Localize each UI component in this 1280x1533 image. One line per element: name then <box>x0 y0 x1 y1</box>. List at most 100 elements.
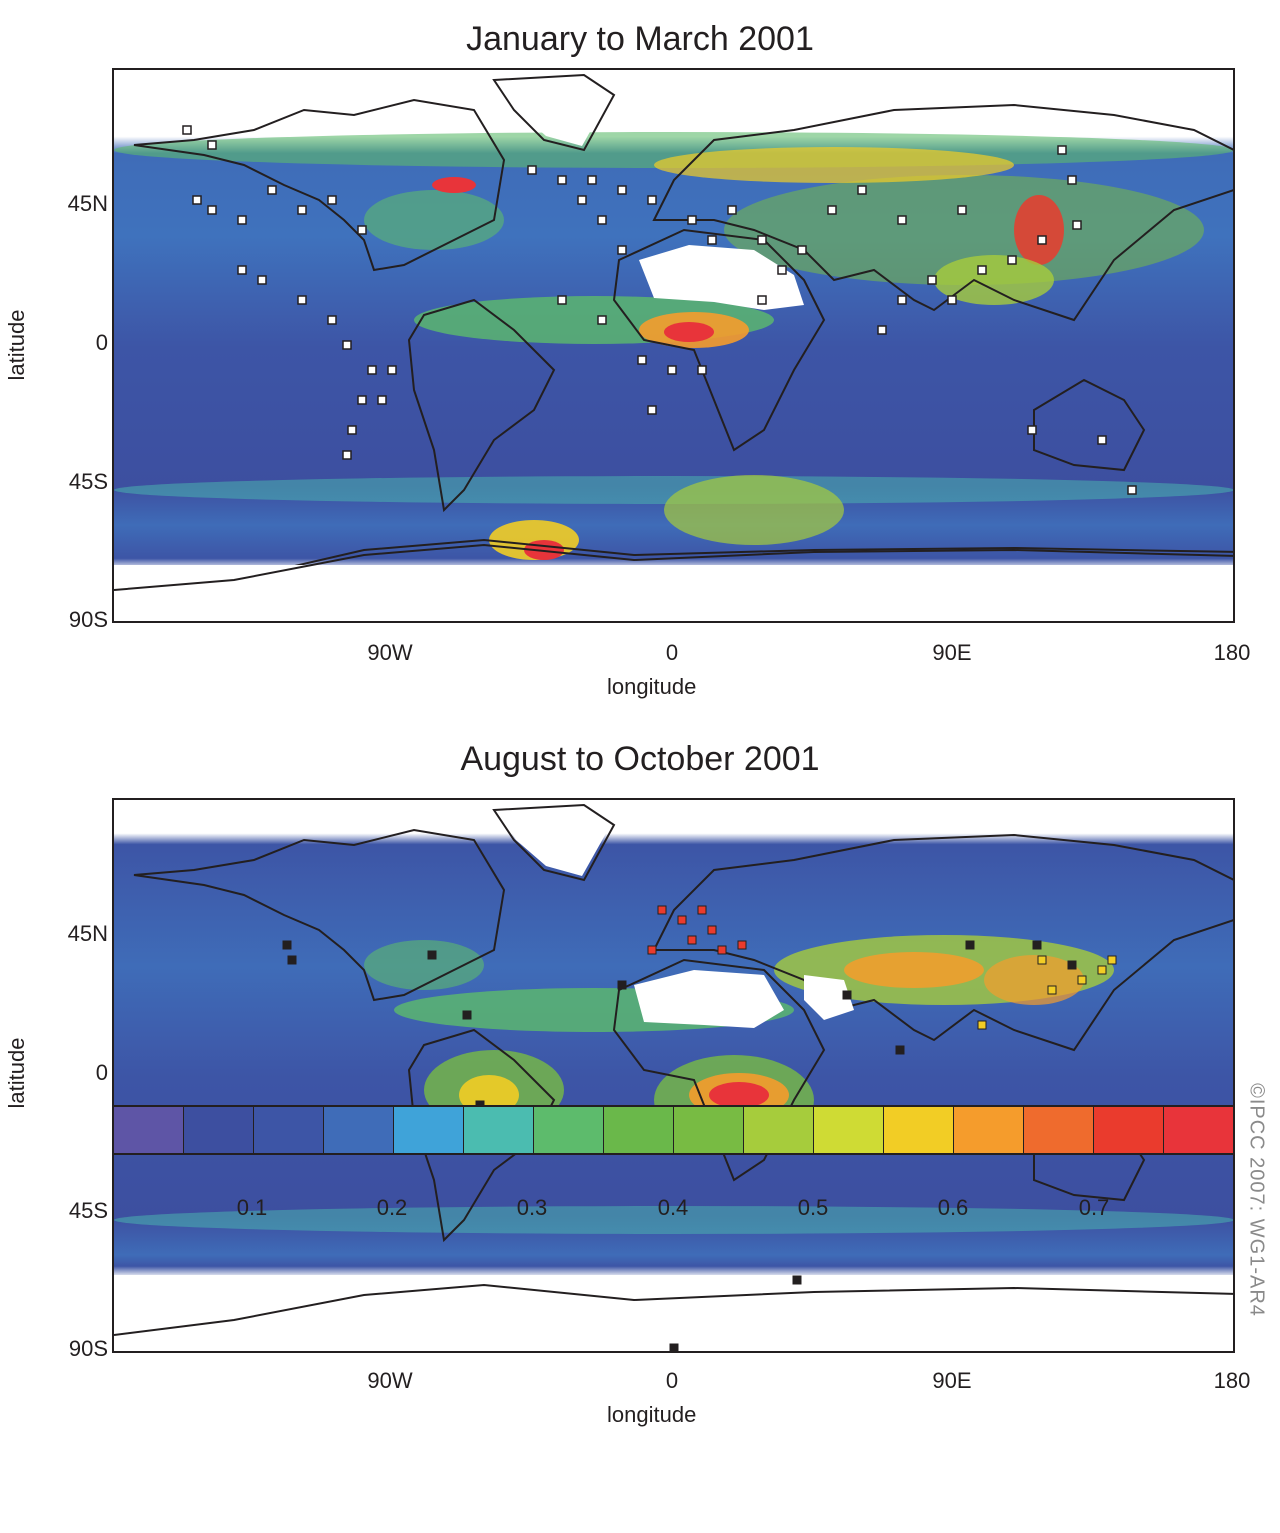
panel2-ice-antarctica <box>114 1275 1233 1351</box>
station-marker <box>1077 975 1087 985</box>
panel1-ice-antarctica <box>114 565 1233 621</box>
station-marker <box>1047 985 1057 995</box>
station-marker <box>717 945 727 955</box>
station-marker <box>647 195 657 205</box>
station-marker <box>1007 255 1017 265</box>
station-marker <box>1027 425 1037 435</box>
station-marker <box>267 185 277 195</box>
station-marker <box>367 365 377 375</box>
panel1-map-graphic <box>114 70 1233 621</box>
panel1-lat-tick-90s: 90S <box>68 607 108 632</box>
station-marker <box>387 365 397 375</box>
station-marker <box>1067 175 1077 185</box>
station-marker <box>757 295 767 305</box>
colorbar-swatch <box>114 1107 184 1153</box>
station-marker <box>182 125 192 135</box>
panel2-lon-tick-0: 0 <box>665 1368 679 1393</box>
station-marker <box>207 140 217 150</box>
panel1-ylabel: latitude <box>4 309 29 381</box>
station-marker <box>327 315 337 325</box>
station-marker <box>797 245 807 255</box>
panel2-lat-tick-45s: 45S <box>68 1198 108 1223</box>
panel1-lat-tick-0: 0 <box>95 330 108 355</box>
station-marker <box>947 295 957 305</box>
colorbar-swatch <box>674 1107 744 1153</box>
station-marker <box>727 205 737 215</box>
panel1-coast-australia <box>1033 378 1146 472</box>
copyright-credit: ©IPCC 2007: WG1-AR4 <box>1245 1083 1268 1317</box>
station-marker <box>687 215 697 225</box>
station-marker <box>377 395 387 405</box>
station-marker <box>1072 220 1082 230</box>
colorbar-tick-0.1: 0.1 <box>236 1195 268 1220</box>
colorbar <box>112 1105 1235 1155</box>
station-marker <box>617 980 627 990</box>
panel2-lat-tick-90s: 90S <box>68 1336 108 1361</box>
panel2-lon-tick-90w: 90W <box>367 1368 413 1393</box>
station-marker <box>257 275 267 285</box>
panel1-lon-tick-90e: 90E <box>932 640 972 665</box>
station-marker <box>1097 435 1107 445</box>
station-marker <box>342 340 352 350</box>
station-marker <box>597 215 607 225</box>
panel1-aerosol-band <box>664 475 844 545</box>
panel2-map-graphic <box>114 800 1233 1351</box>
panel1-lon-tick-90w: 90W <box>367 640 413 665</box>
colorbar-swatch <box>604 1107 674 1153</box>
panel2-aerosol-band <box>984 955 1084 1005</box>
station-marker <box>827 205 837 215</box>
station-marker <box>777 265 787 275</box>
station-marker <box>427 950 437 960</box>
station-marker <box>237 265 247 275</box>
station-marker <box>707 235 717 245</box>
station-marker <box>597 315 607 325</box>
panel1-coast-eurasia <box>652 103 1233 322</box>
station-marker <box>357 395 367 405</box>
colorbar-swatch <box>254 1107 324 1153</box>
station-marker <box>327 195 337 205</box>
station-marker <box>577 195 587 205</box>
station-marker <box>1037 955 1047 965</box>
station-marker <box>557 295 567 305</box>
panel2-title: August to October 2001 <box>460 740 820 778</box>
station-marker <box>667 365 677 375</box>
panel1-aerosol-band <box>114 476 1233 504</box>
panel2-coast-north-america <box>133 828 506 1002</box>
colorbar-tick-0.4: 0.4 <box>657 1195 689 1220</box>
panel2-ylabel: latitude <box>4 1037 29 1109</box>
panel2-xlabel: longitude <box>607 1402 697 1427</box>
colorbar-swatch <box>1094 1107 1164 1153</box>
station-marker <box>737 940 747 950</box>
station-marker <box>1037 235 1047 245</box>
panel1-ice-greenland <box>499 78 609 146</box>
panel2-map <box>112 798 1235 1353</box>
station-marker <box>707 925 717 935</box>
station-marker <box>669 1343 679 1351</box>
station-marker <box>792 1275 802 1285</box>
panel1-xlabel: longitude <box>607 674 697 699</box>
panel1-aerosol-band <box>664 322 714 342</box>
station-marker <box>647 405 657 415</box>
colorbar-tick-0.6: 0.6 <box>937 1195 969 1220</box>
station-marker <box>287 955 297 965</box>
panel2-ice-greenland <box>499 808 609 876</box>
panel2-lon-tick-180: 180 <box>1213 1368 1251 1393</box>
station-marker <box>897 215 907 225</box>
colorbar-tick-0.5: 0.5 <box>797 1195 829 1220</box>
panel2-antarctica-coast <box>114 1283 1233 1336</box>
colorbar-swatch <box>534 1107 604 1153</box>
panel1-aerosol-band <box>724 175 1204 285</box>
station-marker <box>697 905 707 915</box>
panel2-coast-africa <box>612 958 826 1182</box>
panel1-aerosol-band <box>432 177 476 193</box>
station-marker <box>1127 485 1137 495</box>
panel2-lon-tick-90e: 90E <box>932 1368 972 1393</box>
panel2-lat-tick-45n: 45N <box>67 921 108 946</box>
panel2-desert-sahara <box>634 970 784 1028</box>
panel1-lat-tick-45s: 45S <box>68 469 108 494</box>
panel1-aerosol-band <box>1014 195 1064 265</box>
station-marker <box>617 185 627 195</box>
station-marker <box>557 175 567 185</box>
station-marker <box>297 295 307 305</box>
station-marker <box>677 915 687 925</box>
